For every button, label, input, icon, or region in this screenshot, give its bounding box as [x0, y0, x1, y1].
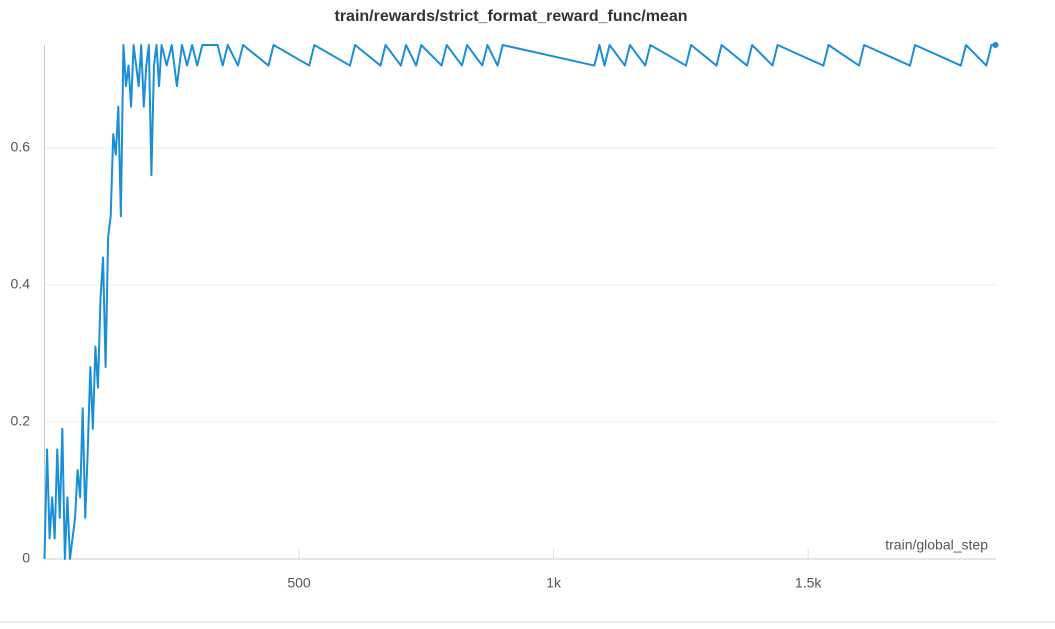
x-axis-label: train/global_step: [885, 537, 988, 553]
y-tick-label: 0: [22, 550, 30, 566]
chart-title: train/rewards/strict_format_reward_func/…: [334, 8, 687, 25]
x-tick-label: 1.5k: [795, 575, 822, 591]
x-tick-label: 500: [287, 575, 311, 591]
line-series: [43, 44, 996, 560]
end-point: [992, 42, 999, 48]
y-tick-label: 0.2: [11, 413, 31, 429]
y-tick-label: 0.6: [11, 139, 31, 155]
x-tick-label: 1k: [546, 575, 562, 591]
y-tick-label: 0.4: [11, 276, 31, 292]
